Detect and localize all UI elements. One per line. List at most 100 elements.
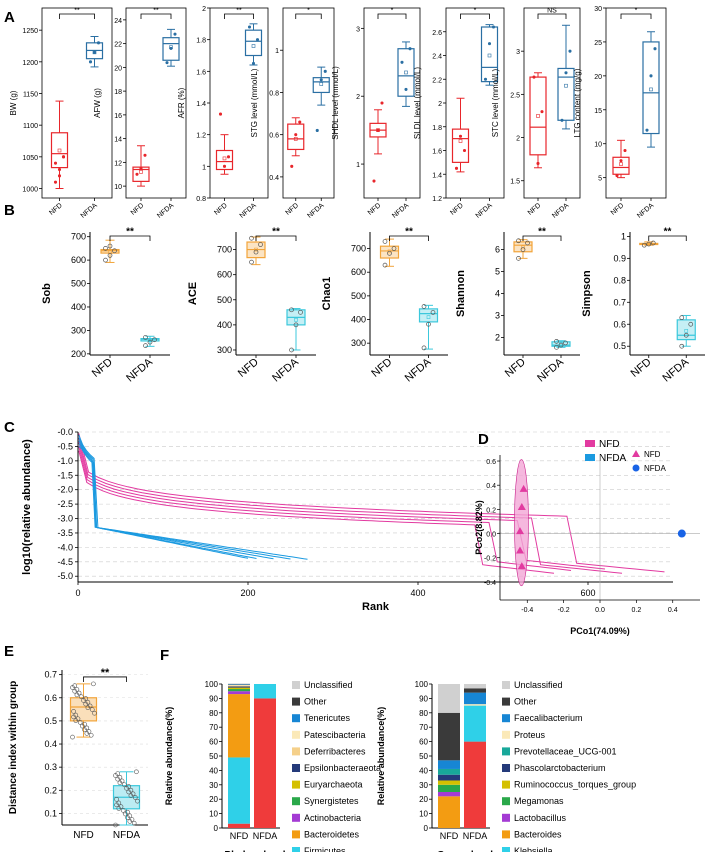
- data-point: [483, 77, 488, 81]
- data-point: [226, 155, 231, 159]
- y-tick-label: 16: [114, 113, 122, 120]
- legend-swatch: [632, 464, 640, 472]
- legend-swatch: [502, 813, 510, 822]
- legend-swatch: [292, 813, 300, 822]
- data-point-nfda: [677, 529, 686, 538]
- y-tick-label: 50: [209, 752, 218, 761]
- data-point: [641, 242, 647, 248]
- data-point: [143, 335, 148, 340]
- y-tick-label: 500: [71, 279, 86, 289]
- legend-label: Euryarchaeota: [304, 780, 363, 790]
- x-axis-label: Genus level: [437, 850, 493, 852]
- y-tick-label: 100: [415, 680, 429, 689]
- data-point: [683, 332, 689, 338]
- plot-frame: [523, 7, 581, 199]
- series-line-nfda: [78, 440, 274, 560]
- y-tick-label: -3.0: [57, 514, 73, 524]
- significance-label: **: [664, 227, 672, 238]
- y-tick-label: 1050: [22, 155, 38, 162]
- y-tick-label: 4: [495, 289, 500, 299]
- data-point: [91, 681, 96, 687]
- legend-swatch: [292, 681, 300, 689]
- data-point: [520, 247, 526, 252]
- x-tick-label: 600: [580, 588, 595, 598]
- data-point: [126, 789, 131, 795]
- data-point: [560, 118, 564, 122]
- mean-marker: [487, 53, 492, 58]
- data-point: [131, 820, 137, 826]
- boxplot-b4: 2 3 4 5 6 Shannon NFD NFDA **: [455, 227, 580, 385]
- data-point: [123, 811, 128, 817]
- y-tick-label: 10: [209, 810, 218, 819]
- data-point: [564, 71, 568, 75]
- data-point: [53, 161, 58, 165]
- plot-frame: [605, 7, 667, 199]
- y-tick-label: -2.0: [57, 485, 73, 495]
- y-tick-label: -3.5: [57, 528, 73, 538]
- bar-segment: [228, 694, 250, 758]
- x-tick-label: NFDA: [156, 202, 175, 220]
- data-point: [147, 339, 153, 345]
- data-point: [615, 174, 619, 178]
- y-tick-label: 30: [594, 6, 602, 13]
- y-tick-label: 80: [419, 709, 428, 718]
- x-tick-label: NFD: [48, 202, 64, 217]
- y-tick-label: 1.2: [432, 196, 442, 203]
- data-point: [319, 78, 323, 82]
- significance-label: **: [153, 8, 159, 15]
- box: [529, 76, 547, 156]
- legend-swatch: [502, 714, 510, 723]
- data-point: [516, 238, 521, 244]
- mean-marker: [619, 162, 623, 166]
- y-axis-label: STC level (mmol/L): [491, 68, 500, 137]
- series-line-nfd: [78, 437, 623, 574]
- data-point: [61, 155, 66, 159]
- x-tick-label: NFD: [629, 356, 654, 380]
- y-tick-label: 1: [202, 164, 206, 171]
- significance-label: NS: [547, 8, 557, 15]
- y-axis-label: STG level (mmol/L): [250, 68, 259, 137]
- panel-letter-f: F: [160, 647, 169, 664]
- boxplot-b5: 0.5 0.6 0.7 0.8 0.9 1 Simpson NFD NFDA **: [581, 227, 705, 385]
- mean-marker: [458, 139, 463, 143]
- panel-letter-d: D: [478, 431, 489, 448]
- stacked-bar-f1: 0 10 20 30 40 50 60 70 80 90 100 Relative abundance…: [164, 680, 381, 852]
- mean-marker: [649, 87, 653, 92]
- data-point: [80, 723, 85, 729]
- y-tick-label: 0.3: [44, 762, 57, 772]
- data-point: [112, 248, 117, 254]
- x-tick-label: 0.0: [595, 607, 605, 614]
- data-point: [113, 822, 118, 828]
- y-tick-label: 600: [217, 270, 232, 280]
- y-tick-label: 12: [114, 160, 122, 167]
- boxplot-a2: 10 12 14 16 18 20 22 24 AFW (g) NFD NFDA **: [93, 8, 187, 220]
- significance-label: **: [74, 8, 80, 15]
- data-point: [400, 60, 404, 64]
- legend-label: Other: [304, 697, 327, 707]
- y-axis-label: PCo2(8.82%): [474, 500, 484, 555]
- legend-swatch: [585, 440, 595, 447]
- y-tick-label: 0.7: [44, 670, 57, 680]
- box: [451, 128, 470, 163]
- legend-label: NFDA: [599, 453, 627, 464]
- data-point: [117, 780, 123, 786]
- significance-bracket: [83, 676, 127, 682]
- y-tick-label: 1: [275, 48, 279, 55]
- y-tick-label: 0.7: [613, 297, 626, 307]
- legend-swatch: [292, 714, 300, 723]
- bar-segment: [438, 780, 460, 785]
- y-tick-label: 400: [351, 315, 366, 325]
- y-tick-label: -1.0: [57, 456, 73, 466]
- y-tick-label: 20: [594, 74, 602, 81]
- significance-label: **: [101, 667, 110, 679]
- data-point: [152, 337, 157, 343]
- y-tick-label: 300: [217, 345, 232, 355]
- bar-segment: [228, 757, 250, 824]
- bar-segment: [228, 691, 250, 695]
- x-tick-label: NFDA: [403, 356, 434, 385]
- bar-segment: [228, 823, 250, 828]
- y-tick-label: 400: [217, 320, 232, 330]
- y-tick-label: 6: [495, 245, 500, 255]
- data-point: [293, 322, 299, 328]
- y-tick-label: 1.8: [196, 38, 206, 45]
